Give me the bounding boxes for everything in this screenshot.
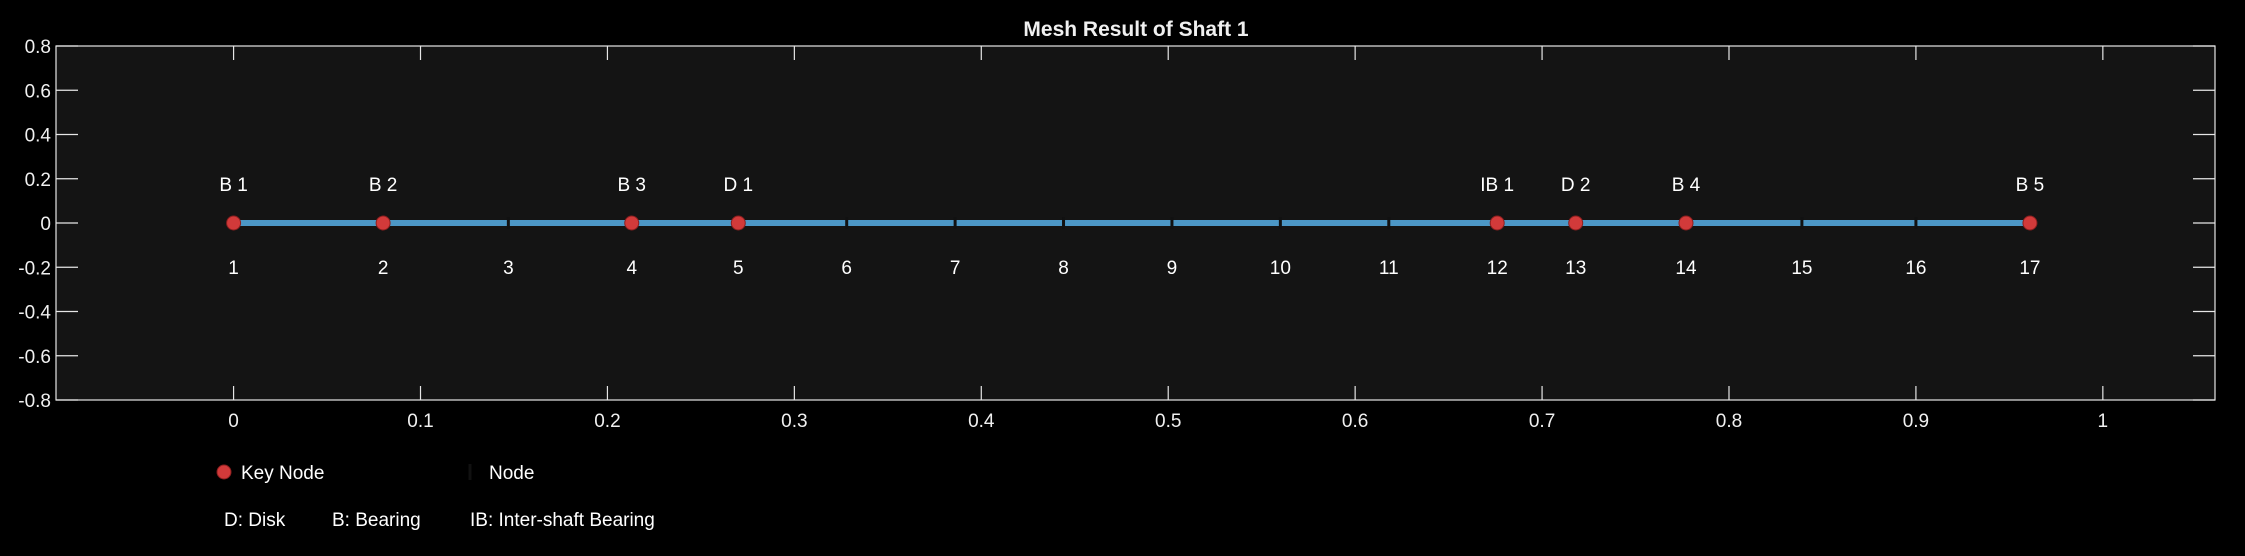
node-number-label: 9	[1167, 258, 1178, 279]
key-node-marker	[1678, 215, 1694, 231]
key-node-label: B 1	[219, 175, 248, 196]
x-tick-label: 1	[2098, 411, 2109, 432]
key-node-label: B 2	[369, 175, 398, 196]
x-tick-label: 0.8	[1716, 411, 1742, 432]
node-number-label: 5	[733, 258, 744, 279]
node-number-label: 17	[2019, 258, 2040, 279]
node-number-label: 16	[1905, 258, 1926, 279]
legend-abbreviation: D: Disk	[224, 510, 286, 531]
x-tick-label: 0.7	[1529, 411, 1555, 432]
node-number-label: 10	[1270, 258, 1291, 279]
x-tick-label: 0.5	[1155, 411, 1181, 432]
node-number-label: 13	[1565, 258, 1586, 279]
axis-ticks: 0 0.1 0.2 0.3 0.4 0.5 0.6 0.7 0.8 0.9 1 0.8 0.6 0.4 0.…	[18, 37, 2215, 432]
legend-key-node-marker	[216, 464, 232, 480]
node-number-label: 11	[1379, 258, 1399, 279]
node-number-label: 4	[626, 258, 637, 279]
legend-key-node-label: Key Node	[241, 463, 324, 484]
x-tick-label: 0.4	[968, 411, 995, 432]
node-number-label: 12	[1487, 258, 1508, 279]
x-tick-label: 0.2	[594, 411, 620, 432]
key-node-marker	[2022, 215, 2038, 231]
y-tick-label: -0.2	[18, 258, 51, 279]
y-tick-label: 0.4	[25, 126, 52, 147]
x-tick-label: 0.3	[781, 411, 807, 432]
key-node-marker	[375, 215, 391, 231]
key-node-label: IB 1	[1480, 175, 1514, 196]
key-node-label: D 1	[723, 175, 753, 196]
key-node-label: B 3	[617, 175, 646, 196]
y-tick-label: 0.6	[25, 81, 51, 102]
key-node-marker	[1568, 215, 1584, 231]
x-tick-label: 0	[228, 411, 239, 432]
chart-title: Mesh Result of Shaft 1	[1023, 18, 1249, 41]
y-tick-label: -0.8	[18, 391, 51, 412]
node-number-label: 1	[228, 258, 239, 279]
key-node-marker	[730, 215, 746, 231]
y-tick-label: -0.4	[18, 303, 51, 324]
legend: Key Node Node D: Disk B: Bearing IB: Inter-s…	[216, 463, 655, 531]
key-node-marker	[1489, 215, 1505, 231]
legend-node-label: Node	[489, 463, 534, 484]
y-tick-label: 0.2	[25, 170, 51, 191]
y-tick-label: 0.8	[25, 37, 51, 58]
node-number-label: 14	[1675, 258, 1697, 279]
legend-abbreviation: B: Bearing	[332, 510, 421, 531]
y-tick-label: -0.6	[18, 347, 51, 368]
legend-abbreviation: IB: Inter-shaft Bearing	[470, 510, 655, 531]
node-number-label: 8	[1058, 258, 1069, 279]
key-node-label: B 4	[1672, 175, 1701, 196]
node-markers	[226, 215, 2038, 231]
x-tick-label: 0.6	[1342, 411, 1368, 432]
node-number-label: 7	[950, 258, 961, 279]
node-number-label: 6	[841, 258, 852, 279]
key-node-label: D 2	[1561, 175, 1591, 196]
node-number-label: 15	[1791, 258, 1812, 279]
x-tick-label: 0.1	[407, 411, 433, 432]
x-tick-label: 0.9	[1903, 411, 1929, 432]
key-node-marker	[624, 215, 640, 231]
y-tick-label: 0	[40, 214, 51, 235]
node-number-label: 2	[378, 258, 389, 279]
key-node-marker	[226, 215, 242, 231]
key-node-label: B 5	[2016, 175, 2045, 196]
node-number-label: 3	[503, 258, 514, 279]
